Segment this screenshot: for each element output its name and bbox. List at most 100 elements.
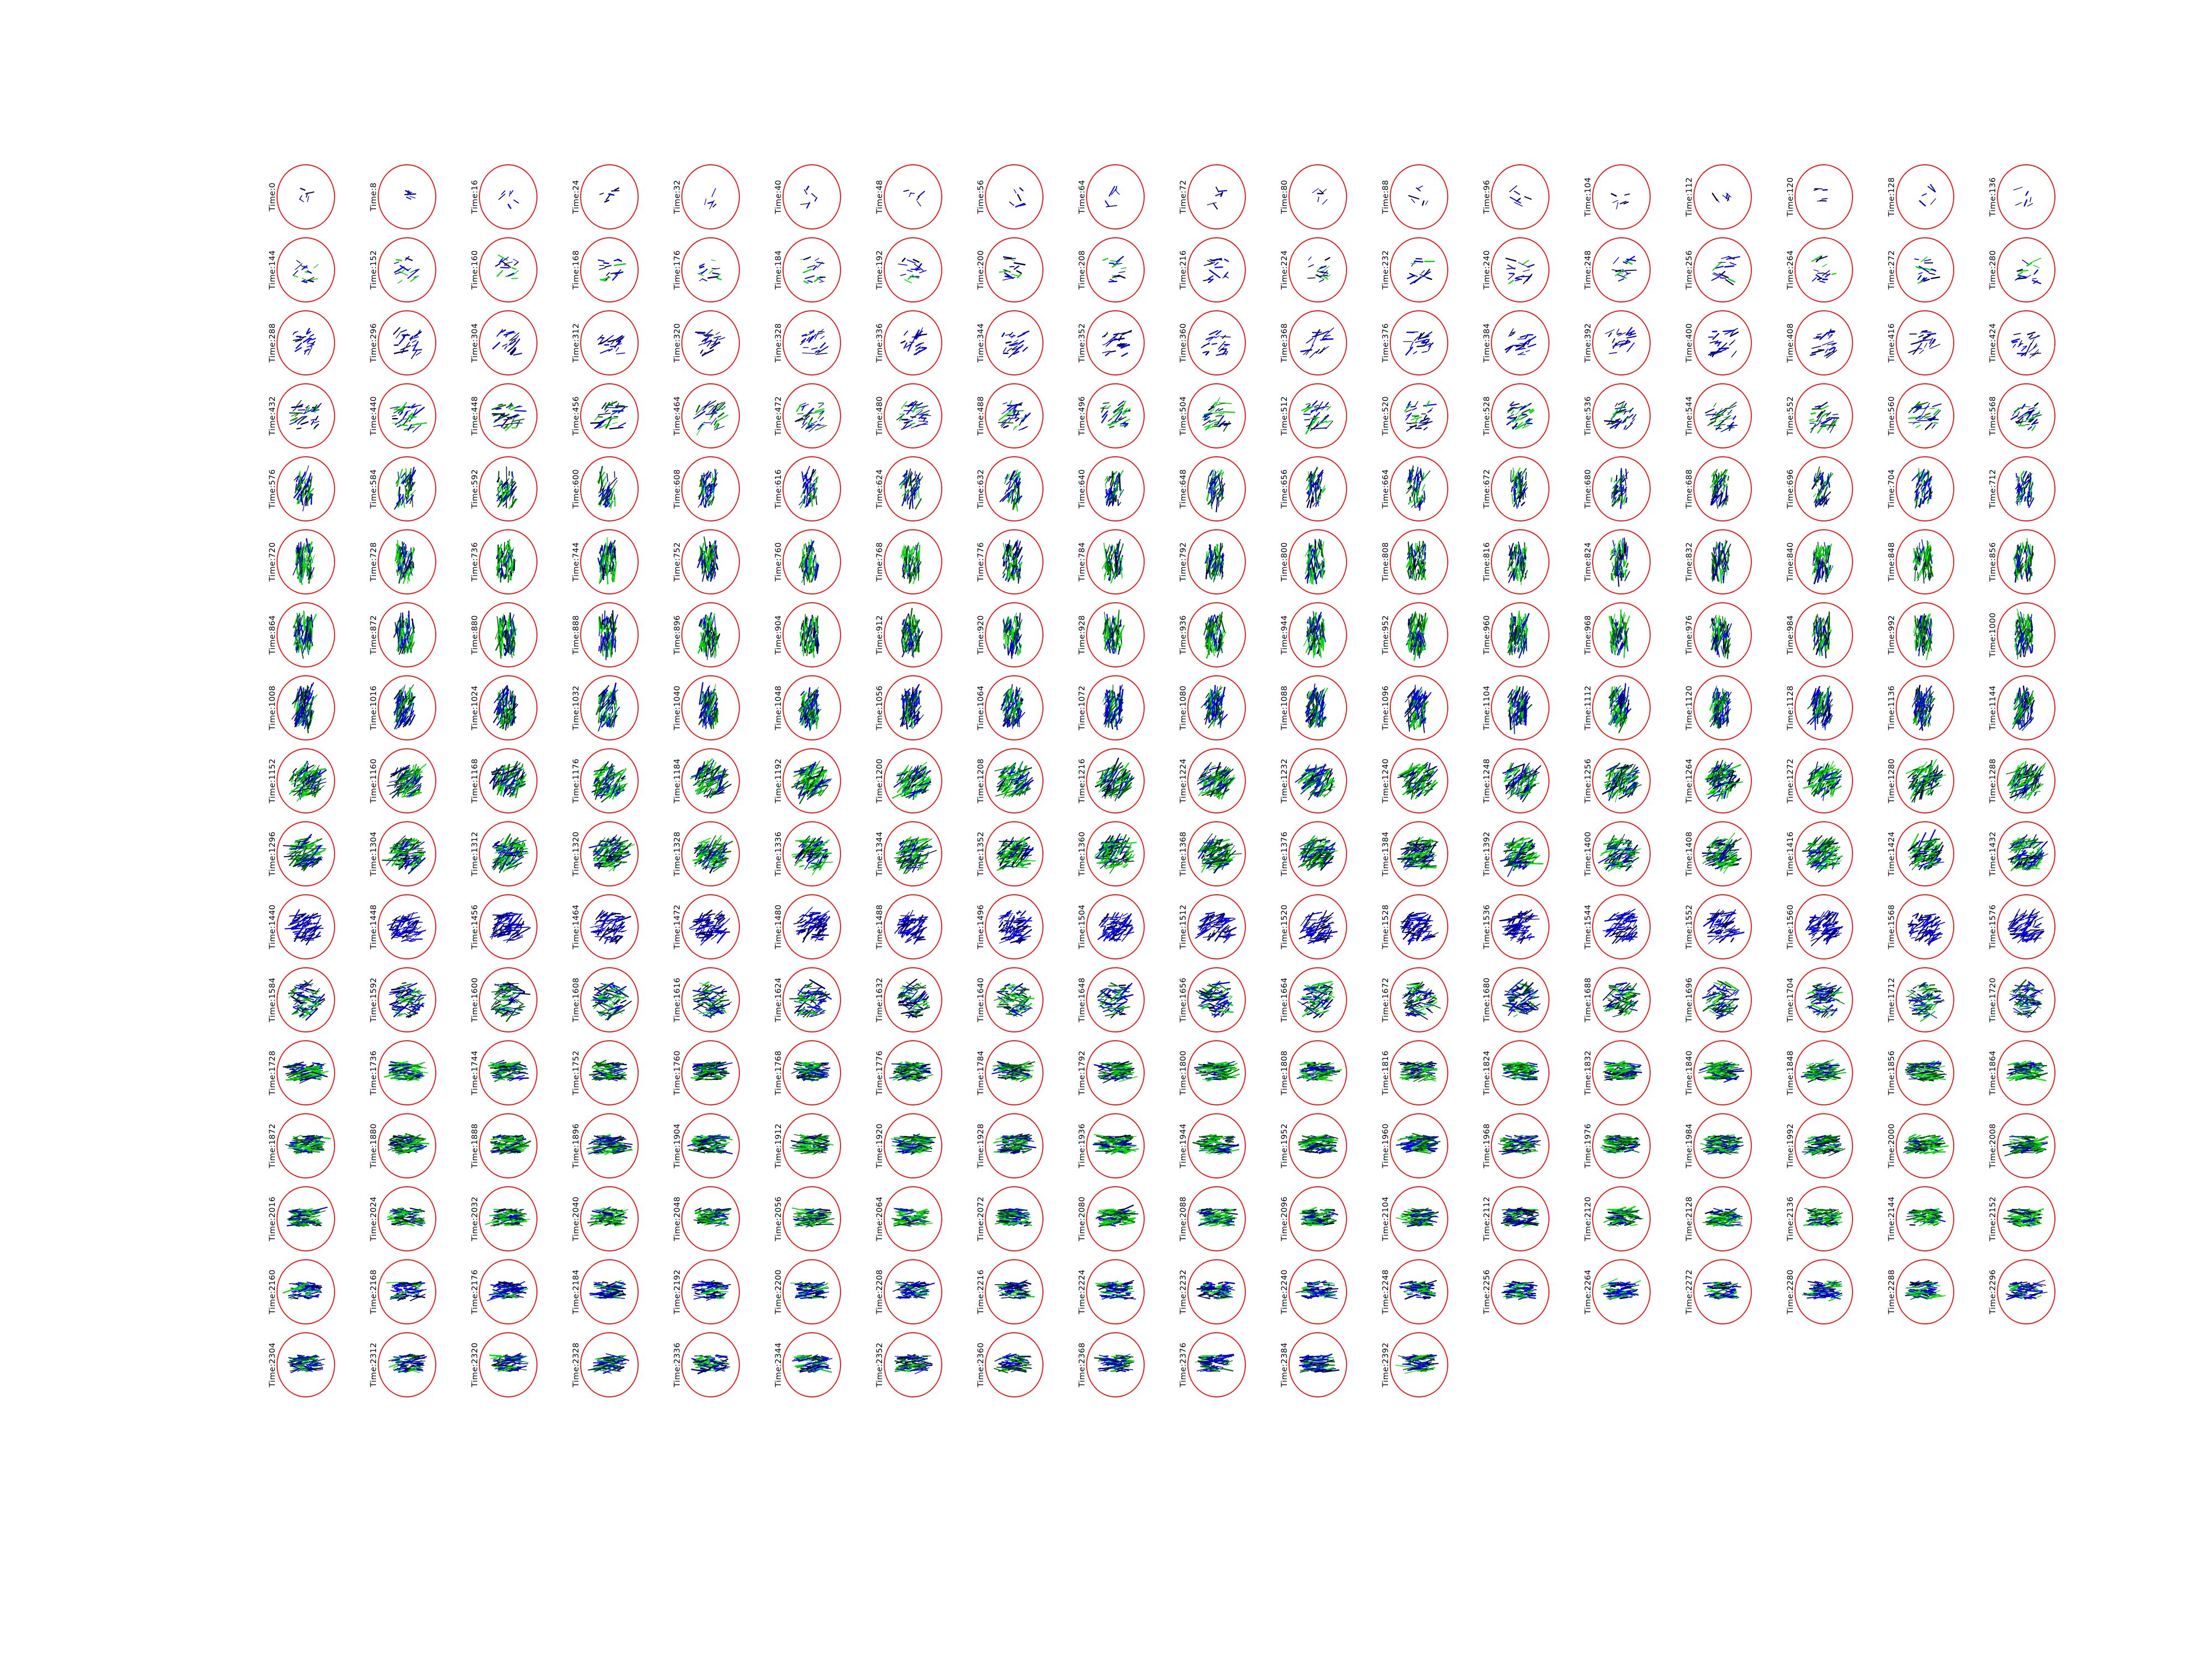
time-panel[interactable]: Time:1424 [1874, 817, 1975, 890]
time-panel[interactable]: Time:2040 [558, 1182, 659, 1255]
time-panel[interactable]: Time:432 [254, 379, 356, 452]
time-panel[interactable]: Time:712 [1975, 452, 2076, 525]
time-panel[interactable]: Time:2240 [1266, 1255, 1368, 1328]
time-panel[interactable]: Time:2280 [1772, 1255, 1874, 1328]
time-panel[interactable]: Time:1904 [659, 1109, 760, 1182]
time-panel[interactable]: Time:1928 [963, 1109, 1064, 1182]
time-panel[interactable]: Time:816 [1469, 525, 1570, 598]
time-panel[interactable]: Time:2360 [963, 1328, 1064, 1401]
time-panel[interactable]: Time:1256 [1570, 744, 1671, 817]
time-panel[interactable]: Time:1736 [356, 1036, 457, 1109]
time-panel[interactable]: Time:1352 [963, 817, 1064, 890]
time-panel[interactable]: Time:1544 [1570, 890, 1671, 963]
time-panel[interactable]: Time:184 [760, 233, 862, 306]
time-panel[interactable]: Time:328 [760, 306, 862, 379]
time-panel[interactable]: Time:1472 [659, 890, 760, 963]
time-panel[interactable]: Time:560 [1874, 379, 1975, 452]
time-panel[interactable]: Time:2344 [760, 1328, 862, 1401]
time-panel[interactable]: Time:368 [1266, 306, 1368, 379]
time-panel[interactable]: Time:264 [1772, 233, 1874, 306]
time-panel[interactable]: Time:1376 [1266, 817, 1368, 890]
time-panel[interactable]: Time:616 [760, 452, 862, 525]
time-panel[interactable]: Time:1024 [457, 671, 558, 744]
time-panel[interactable]: Time:1392 [1469, 817, 1570, 890]
time-panel[interactable]: Time:168 [558, 233, 659, 306]
time-panel[interactable]: Time:2264 [1570, 1255, 1671, 1328]
time-panel[interactable]: Time:400 [1671, 306, 1772, 379]
time-panel[interactable]: Time:240 [1469, 233, 1570, 306]
time-panel[interactable]: Time:280 [1975, 233, 2076, 306]
time-panel[interactable]: Time:128 [1874, 160, 1975, 233]
time-panel[interactable]: Time:1936 [1064, 1109, 1165, 1182]
time-panel[interactable]: Time:408 [1772, 306, 1874, 379]
time-panel[interactable]: Time:232 [1368, 233, 1469, 306]
time-panel[interactable]: Time:216 [1165, 233, 1266, 306]
time-panel[interactable]: Time:1080 [1165, 671, 1266, 744]
time-panel[interactable]: Time:2224 [1064, 1255, 1165, 1328]
time-panel[interactable]: Time:248 [1570, 233, 1671, 306]
time-panel[interactable]: Time:1760 [659, 1036, 760, 1109]
time-panel[interactable]: Time:1512 [1165, 890, 1266, 963]
time-panel[interactable]: Time:1144 [1975, 671, 2076, 744]
time-panel[interactable]: Time:2064 [862, 1182, 963, 1255]
time-panel[interactable]: Time:1048 [760, 671, 862, 744]
time-panel[interactable]: Time:592 [457, 452, 558, 525]
time-panel[interactable]: Time:1600 [457, 963, 558, 1036]
time-panel[interactable]: Time:720 [254, 525, 356, 598]
time-panel[interactable]: Time:872 [356, 598, 457, 671]
time-panel[interactable]: Time:272 [1874, 233, 1975, 306]
time-panel[interactable]: Time:952 [1368, 598, 1469, 671]
time-panel[interactable]: Time:200 [963, 233, 1064, 306]
time-panel[interactable]: Time:584 [356, 452, 457, 525]
time-panel[interactable]: Time:440 [356, 379, 457, 452]
time-panel[interactable]: Time:1856 [1874, 1036, 1975, 1109]
time-panel[interactable]: Time:1168 [457, 744, 558, 817]
time-panel[interactable]: Time:528 [1469, 379, 1570, 452]
time-panel[interactable]: Time:2184 [558, 1255, 659, 1328]
time-panel[interactable]: Time:1888 [457, 1109, 558, 1182]
time-panel[interactable]: Time:1336 [760, 817, 862, 890]
time-panel[interactable]: Time:1584 [254, 963, 356, 1036]
time-panel[interactable]: Time:648 [1165, 452, 1266, 525]
time-panel[interactable]: Time:2296 [1975, 1255, 2076, 1328]
time-panel[interactable]: Time:104 [1570, 160, 1671, 233]
time-panel[interactable]: Time:2288 [1874, 1255, 1975, 1328]
time-panel[interactable]: Time:856 [1975, 525, 2076, 598]
time-panel[interactable]: Time:2152 [1975, 1182, 2076, 1255]
time-panel[interactable]: Time:912 [862, 598, 963, 671]
time-panel[interactable]: Time:1088 [1266, 671, 1368, 744]
time-panel[interactable]: Time:1680 [1469, 963, 1570, 1036]
time-panel[interactable]: Time:552 [1772, 379, 1874, 452]
time-panel[interactable]: Time:288 [254, 306, 356, 379]
time-panel[interactable]: Time:784 [1064, 525, 1165, 598]
time-panel[interactable]: Time:1912 [760, 1109, 862, 1182]
time-panel[interactable]: Time:152 [356, 233, 457, 306]
time-panel[interactable]: Time:520 [1368, 379, 1469, 452]
time-panel[interactable]: Time:736 [457, 525, 558, 598]
time-panel[interactable]: Time:776 [963, 525, 1064, 598]
time-panel[interactable]: Time:1848 [1772, 1036, 1874, 1109]
time-panel[interactable]: Time:1712 [1874, 963, 1975, 1036]
time-panel[interactable]: Time:2200 [760, 1255, 862, 1328]
time-panel[interactable]: Time:832 [1671, 525, 1772, 598]
time-panel[interactable]: Time:312 [558, 306, 659, 379]
time-panel[interactable]: Time:352 [1064, 306, 1165, 379]
time-panel[interactable]: Time:1832 [1570, 1036, 1671, 1109]
time-panel[interactable]: Time:1440 [254, 890, 356, 963]
time-panel[interactable]: Time:568 [1975, 379, 2076, 452]
time-panel[interactable]: Time:2168 [356, 1255, 457, 1328]
time-panel[interactable]: Time:0 [254, 160, 356, 233]
time-panel[interactable]: Time:448 [457, 379, 558, 452]
time-panel[interactable]: Time:1792 [1064, 1036, 1165, 1109]
time-panel[interactable]: Time:2112 [1469, 1182, 1570, 1255]
time-panel[interactable]: Time:2024 [356, 1182, 457, 1255]
time-panel[interactable]: Time:600 [558, 452, 659, 525]
time-panel[interactable]: Time:1160 [356, 744, 457, 817]
time-panel[interactable]: Time:1624 [760, 963, 862, 1036]
time-panel[interactable]: Time:192 [862, 233, 963, 306]
time-panel[interactable]: Time:1640 [963, 963, 1064, 1036]
time-panel[interactable]: Time:8 [356, 160, 457, 233]
time-panel[interactable]: Time:1984 [1671, 1109, 1772, 1182]
time-panel[interactable]: Time:2072 [963, 1182, 1064, 1255]
time-panel[interactable]: Time:1272 [1772, 744, 1874, 817]
